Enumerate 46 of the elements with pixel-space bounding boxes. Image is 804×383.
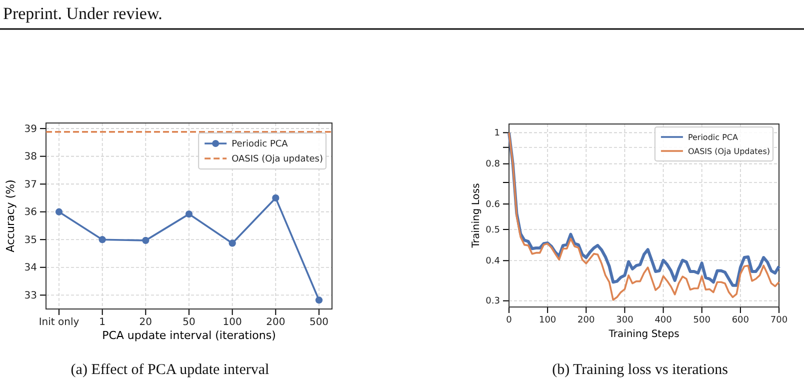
legend-label: OASIS (Oja updates): [232, 154, 323, 165]
x-tick-label: 100: [222, 317, 242, 328]
legend-label: Periodic PCA: [232, 140, 289, 150]
point: [98, 236, 106, 244]
point: [142, 236, 150, 244]
y-axis-title: Accuracy (%): [4, 180, 17, 252]
text: Preprint. Under review.: [3, 4, 162, 23]
x-tick-label: 100: [538, 315, 556, 326]
point: [185, 210, 193, 218]
y-tick-label: 0.8: [486, 160, 500, 170]
y-tick-label: 1: [494, 128, 500, 139]
text: (a) Effect of PCA update interval: [70, 362, 270, 378]
x-tick-label: 500: [309, 317, 329, 328]
x-tick-label: 20: [139, 317, 152, 328]
x-tick-label: 200: [578, 315, 595, 326]
x-axis-title: PCA update interval (iterations): [102, 329, 276, 342]
y-tick-label: 33: [24, 290, 37, 302]
point: [228, 240, 236, 247]
x-tick-label: 1: [99, 317, 106, 328]
x-tick-label: 50: [182, 317, 196, 328]
x-tick-label: 200: [266, 317, 286, 328]
legend-label: OASIS (Oja Updates): [688, 146, 770, 156]
y-tick-label: 0.4: [486, 256, 500, 267]
y-tick-label: 0.6: [486, 200, 500, 210]
x-tick-label: 300: [616, 315, 634, 326]
x-tick-label: 700: [770, 315, 788, 326]
point: [315, 296, 323, 304]
y-tick-label: 34: [24, 262, 37, 274]
y-tick-label: 36: [24, 207, 37, 218]
y-tick-label: 39: [24, 124, 37, 135]
y-tick-label: 37: [24, 179, 37, 190]
point: [55, 208, 63, 216]
x-tick-label: 400: [654, 315, 672, 326]
text: (b) Training loss vs iterations: [552, 362, 728, 378]
x-axis-title: Training Steps: [608, 329, 680, 340]
y-tick-label: 0.3: [486, 296, 500, 307]
y-tick-label: 0.5: [486, 225, 500, 236]
y-tick-label: 38: [24, 152, 37, 163]
x-tick-label: Init only: [38, 317, 80, 328]
x-tick-label: 0: [506, 315, 512, 326]
y-tick-label: 35: [24, 234, 37, 246]
y-axis-title: Training Loss: [471, 183, 482, 249]
x-tick-label: 500: [693, 315, 711, 326]
point: [272, 194, 280, 202]
legend-label: Periodic PCA: [688, 132, 738, 142]
x-tick-label: 600: [732, 315, 750, 326]
